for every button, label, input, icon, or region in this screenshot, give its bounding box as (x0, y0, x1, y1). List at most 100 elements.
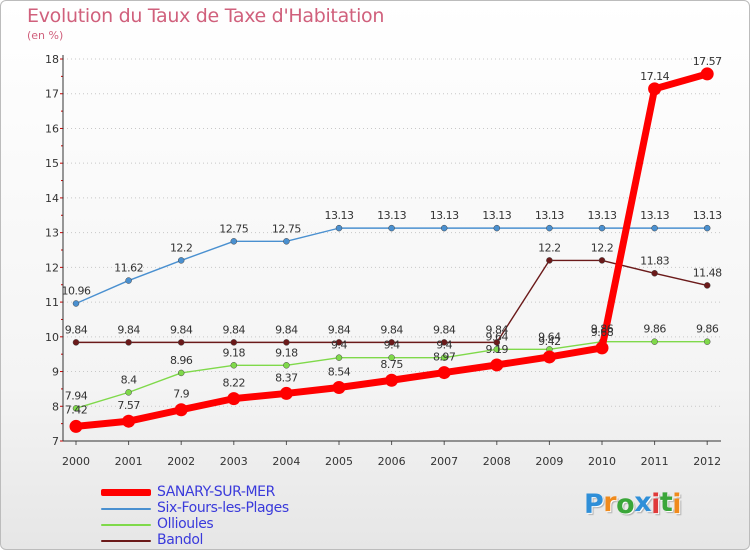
y-tick-label: 15 (45, 157, 59, 170)
data-point (279, 386, 293, 400)
x-tick-label: 2002 (167, 455, 195, 468)
logo-letter: r (603, 487, 617, 518)
data-label: 9.64 (538, 330, 561, 343)
x-tick-label: 2008 (483, 455, 511, 468)
y-tick-label: 14 (45, 192, 59, 205)
data-point (440, 354, 448, 361)
y-tick-label: 10 (45, 331, 59, 344)
legend-swatch (101, 489, 151, 496)
data-label: 12.2 (538, 241, 561, 254)
data-label: 9.84 (223, 323, 246, 336)
data-point (335, 339, 343, 346)
data-label: 13.13 (693, 209, 722, 222)
y-tick-label: 12 (45, 261, 59, 274)
data-point (703, 338, 711, 345)
data-label: 9.84 (65, 323, 88, 336)
y-tick-label: 9 (52, 366, 59, 379)
data-label: 9.68 (591, 326, 614, 339)
data-label: 8.37 (275, 371, 298, 384)
x-tick-label: 2012 (693, 455, 721, 468)
data-point (651, 224, 658, 232)
data-label: 7.57 (117, 399, 140, 412)
data-point (227, 392, 241, 406)
data-point (125, 277, 132, 284)
data-point (72, 405, 80, 412)
data-label: 13.13 (588, 209, 617, 222)
data-label: 13.13 (325, 209, 354, 222)
data-point (230, 339, 238, 346)
data-point (230, 238, 238, 245)
data-label: 13.13 (640, 209, 669, 222)
x-tick-label: 2001 (115, 455, 143, 468)
data-label: 8.22 (223, 377, 246, 390)
data-point (493, 346, 501, 353)
y-tick-label: 16 (45, 122, 59, 135)
data-point (335, 224, 343, 232)
chart-subtitle: (en %) (27, 29, 64, 42)
data-label: 9.84 (328, 323, 351, 336)
legend-label: Ollioules (157, 516, 214, 532)
y-tick-label: 11 (45, 296, 59, 309)
data-point (72, 339, 80, 346)
x-tick-label: 2006 (378, 455, 406, 468)
data-point (542, 350, 556, 364)
legend-label: Bandol (157, 532, 203, 548)
data-point (283, 362, 290, 369)
data-point (703, 224, 711, 232)
data-label: 9.84 (380, 323, 403, 336)
data-point (437, 366, 451, 380)
x-tick-label: 2005 (325, 455, 353, 468)
data-point (598, 224, 606, 232)
y-tick-label: 18 (45, 53, 59, 66)
data-label: 9.84 (433, 323, 456, 336)
data-point (125, 389, 132, 396)
data-label: 8.4 (121, 373, 137, 386)
data-point (493, 339, 501, 346)
data-label: 12.75 (272, 222, 301, 235)
data-label: 9.84 (275, 323, 298, 336)
logo-letter: i (672, 489, 682, 520)
data-label: 9.84 (170, 323, 193, 336)
data-label: 9.84 (486, 323, 509, 336)
data-label: 8.54 (328, 366, 351, 379)
data-point (72, 300, 80, 307)
data-point (283, 339, 290, 346)
x-tick-label: 2003 (220, 455, 248, 468)
data-point (388, 339, 395, 346)
data-point (174, 403, 188, 417)
data-label: 9.86 (591, 323, 614, 336)
data-label: 7.9 (173, 388, 189, 401)
data-label: 17.57 (693, 55, 722, 68)
data-label: 13.13 (430, 209, 459, 222)
data-point (69, 419, 83, 433)
data-point (177, 339, 185, 346)
data-label: 9.4 (384, 339, 400, 352)
data-point (122, 414, 136, 428)
data-label: 9.18 (223, 346, 246, 359)
logo-letter: i (651, 489, 660, 520)
data-point (332, 381, 346, 395)
data-point (440, 224, 448, 232)
data-point (440, 339, 448, 346)
data-label: 12.2 (170, 241, 193, 254)
data-point (651, 270, 658, 277)
x-tick-label: 2011 (641, 455, 669, 468)
data-point (125, 339, 132, 346)
data-point (648, 82, 662, 96)
legend-label: SANARY-SUR-MER (157, 484, 275, 500)
data-point (335, 354, 343, 361)
chart-title: Evolution du Taux de Taxe d'Habitation (27, 5, 385, 27)
data-point (490, 358, 504, 372)
data-label: 9.42 (538, 335, 561, 348)
data-point (230, 362, 238, 369)
data-label: 13.13 (535, 209, 564, 222)
data-point (493, 224, 501, 232)
data-label: 8.75 (380, 358, 403, 371)
data-label: 10.96 (62, 284, 91, 297)
data-point (283, 238, 290, 245)
x-tick-label: 2007 (430, 455, 458, 468)
data-point (388, 354, 395, 361)
data-point (177, 369, 185, 377)
data-label: 12.2 (591, 241, 614, 254)
